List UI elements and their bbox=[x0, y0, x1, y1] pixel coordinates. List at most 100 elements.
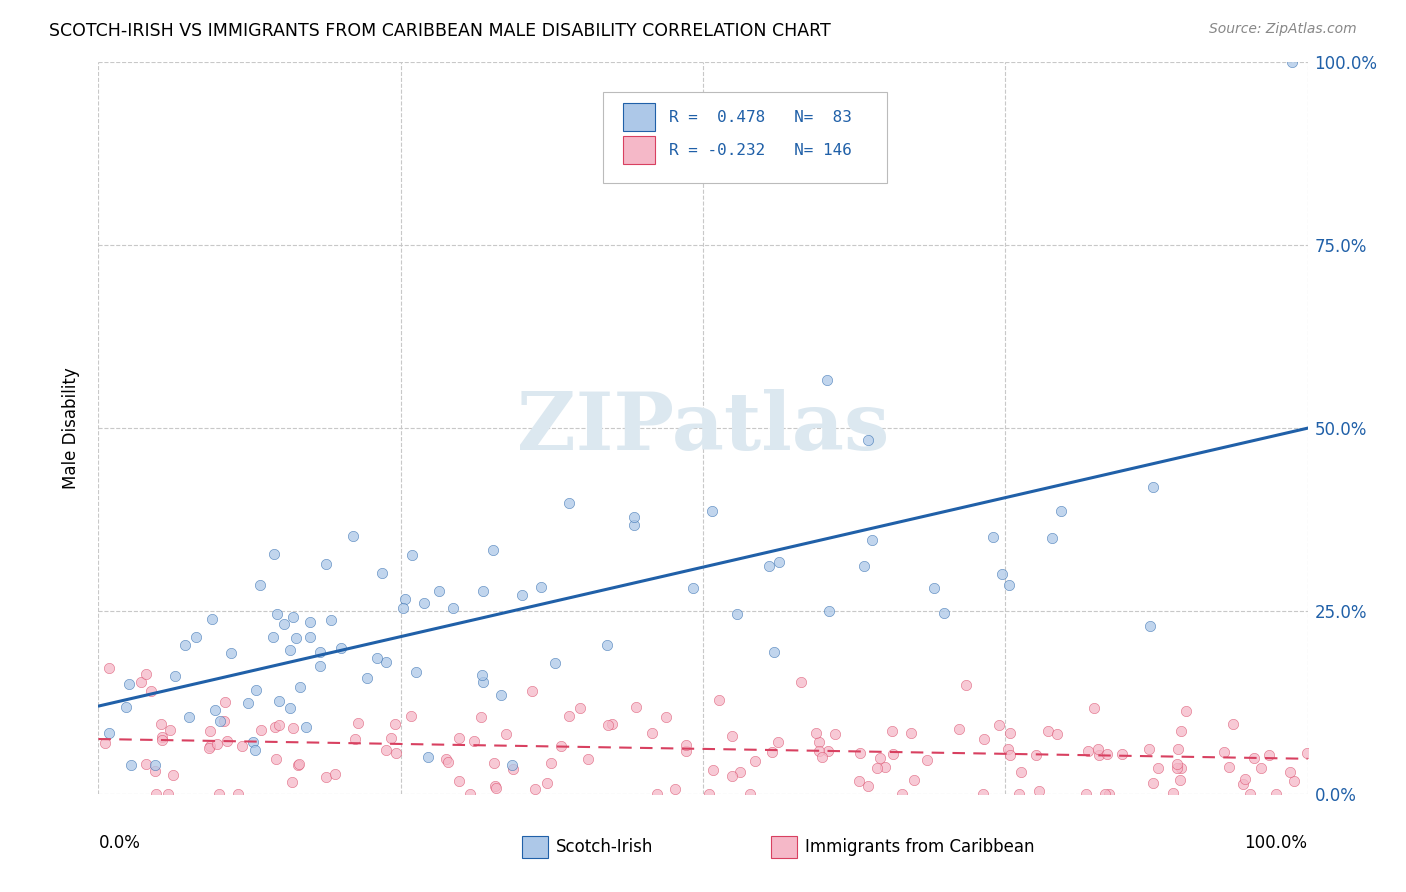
Text: 100.0%: 100.0% bbox=[1244, 834, 1308, 852]
Point bbox=[200, 723, 222, 738]
Point bbox=[401, 548, 423, 562]
Point bbox=[524, 782, 547, 797]
Text: 0.0%: 0.0% bbox=[98, 834, 141, 852]
Point bbox=[394, 592, 416, 607]
Point bbox=[806, 726, 828, 740]
Point bbox=[815, 373, 838, 387]
Point bbox=[922, 581, 945, 595]
Point bbox=[375, 743, 398, 757]
Point bbox=[502, 762, 524, 776]
Point bbox=[98, 660, 121, 674]
Point bbox=[263, 547, 285, 561]
Point bbox=[1167, 742, 1189, 756]
Text: Scotch-Irish: Scotch-Irish bbox=[555, 838, 652, 855]
Point bbox=[1139, 618, 1161, 632]
Y-axis label: Male Disability: Male Disability bbox=[62, 368, 80, 489]
Point bbox=[437, 755, 460, 769]
Point bbox=[399, 709, 422, 723]
Point bbox=[569, 701, 592, 715]
Point bbox=[264, 752, 287, 766]
Point bbox=[470, 710, 492, 724]
Point bbox=[873, 759, 896, 773]
Point bbox=[817, 743, 839, 757]
Point bbox=[1163, 786, 1185, 800]
Point bbox=[1142, 480, 1164, 494]
Point bbox=[380, 731, 402, 746]
Point bbox=[882, 724, 904, 739]
Point bbox=[955, 678, 977, 692]
Point bbox=[1264, 787, 1286, 801]
Point bbox=[991, 567, 1014, 582]
FancyBboxPatch shape bbox=[522, 836, 548, 857]
Point bbox=[281, 774, 304, 789]
Point bbox=[808, 744, 831, 758]
Point bbox=[811, 750, 834, 764]
Point bbox=[702, 763, 724, 777]
Point bbox=[150, 730, 173, 744]
Point bbox=[848, 746, 870, 760]
Point bbox=[972, 787, 994, 801]
Point bbox=[139, 684, 162, 698]
Point bbox=[501, 757, 523, 772]
Point bbox=[1046, 727, 1069, 741]
Point bbox=[145, 787, 167, 801]
Point bbox=[1025, 748, 1047, 763]
Point bbox=[1040, 531, 1063, 545]
FancyBboxPatch shape bbox=[623, 103, 655, 131]
Text: Immigrants from Caribbean: Immigrants from Caribbean bbox=[804, 838, 1033, 855]
Point bbox=[848, 773, 870, 788]
Point bbox=[242, 735, 264, 749]
Point bbox=[347, 715, 370, 730]
Point bbox=[267, 718, 290, 732]
Point bbox=[998, 747, 1021, 762]
Point bbox=[675, 744, 697, 758]
Point bbox=[988, 718, 1011, 732]
Point bbox=[983, 530, 1005, 544]
Point bbox=[728, 764, 751, 779]
Point bbox=[915, 752, 938, 766]
Point bbox=[356, 671, 378, 685]
Point bbox=[484, 779, 506, 793]
Point bbox=[1028, 783, 1050, 797]
Point bbox=[744, 754, 766, 768]
Point bbox=[655, 710, 678, 724]
Point bbox=[482, 756, 505, 770]
Point bbox=[973, 731, 995, 746]
Point bbox=[374, 655, 396, 669]
Point bbox=[201, 612, 224, 626]
Point bbox=[370, 566, 392, 581]
Point bbox=[290, 680, 312, 694]
Point bbox=[596, 639, 619, 653]
Point bbox=[273, 616, 295, 631]
Point bbox=[163, 669, 186, 683]
Point bbox=[1222, 717, 1244, 731]
Point bbox=[449, 731, 471, 745]
Point bbox=[198, 740, 221, 755]
Point bbox=[249, 578, 271, 592]
Point bbox=[135, 666, 157, 681]
Point bbox=[1049, 503, 1071, 517]
Point bbox=[319, 613, 342, 627]
Point bbox=[159, 723, 181, 738]
Point bbox=[1142, 776, 1164, 790]
Point bbox=[214, 695, 236, 709]
Point bbox=[205, 737, 228, 751]
Point bbox=[1097, 747, 1119, 761]
Point bbox=[150, 717, 173, 731]
Point bbox=[212, 714, 235, 728]
Point bbox=[544, 657, 567, 671]
Point bbox=[323, 767, 346, 781]
Point bbox=[174, 639, 197, 653]
Point bbox=[1008, 787, 1031, 801]
Point bbox=[1175, 704, 1198, 718]
Point bbox=[366, 650, 388, 665]
Point bbox=[243, 743, 266, 757]
Point bbox=[495, 727, 517, 741]
Point bbox=[858, 433, 880, 447]
Point bbox=[471, 668, 494, 682]
Point bbox=[998, 725, 1021, 739]
Point bbox=[664, 781, 686, 796]
Point bbox=[1278, 764, 1301, 779]
Point bbox=[267, 693, 290, 707]
Point bbox=[948, 722, 970, 736]
